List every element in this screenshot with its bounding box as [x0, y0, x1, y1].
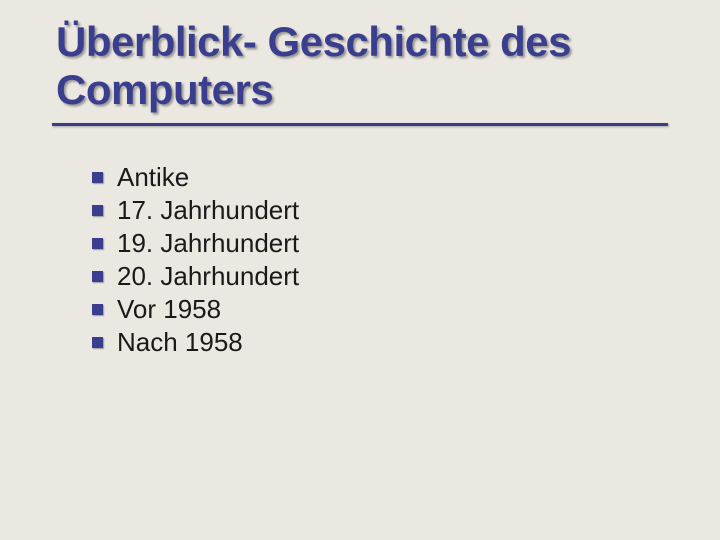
list-item-label: 19. Jahrhundert [117, 228, 299, 259]
square-bullet-icon [92, 238, 103, 249]
list-item-label: 17. Jahrhundert [117, 195, 299, 226]
slide-title: Überblick- Geschichte des Computers [56, 18, 684, 115]
list-item: Nach 1958 [92, 327, 684, 358]
list-item-label: Antike [117, 162, 189, 193]
list-item-label: 20. Jahrhundert [117, 261, 299, 292]
list-item-label: Vor 1958 [117, 294, 221, 325]
square-bullet-icon [92, 337, 103, 348]
list-item: 20. Jahrhundert [92, 261, 684, 292]
list-item: 17. Jahrhundert [92, 195, 684, 226]
square-bullet-icon [92, 304, 103, 315]
list-item-label: Nach 1958 [117, 327, 243, 358]
square-bullet-icon [92, 172, 103, 183]
square-bullet-icon [92, 271, 103, 282]
slide: Überblick- Geschichte des Computers Anti… [0, 0, 720, 540]
list-item: Vor 1958 [92, 294, 684, 325]
list-item: Antike [92, 162, 684, 193]
list-item: 19. Jahrhundert [92, 228, 684, 259]
square-bullet-icon [92, 205, 103, 216]
title-underline [52, 123, 668, 126]
bullet-list: Antike 17. Jahrhundert 19. Jahrhundert 2… [56, 162, 684, 358]
